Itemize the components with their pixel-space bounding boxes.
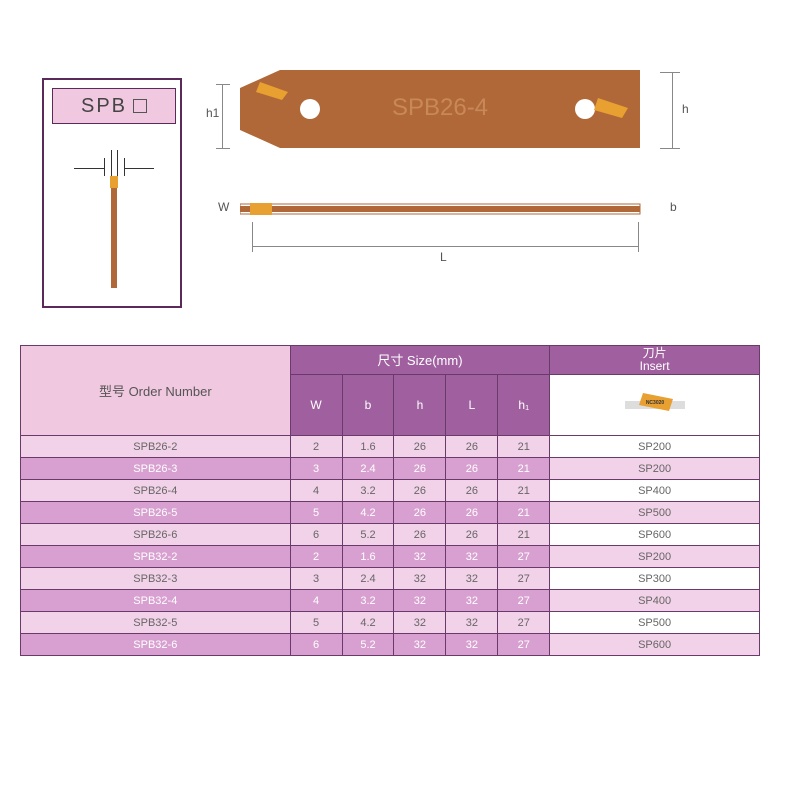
table-row: SPB32-554.2323227SP500 <box>21 612 760 634</box>
dim-L: L <box>440 250 447 264</box>
header-insert: 刀片 Insert <box>550 346 760 375</box>
table-row: SPB32-665.2323227SP600 <box>21 634 760 656</box>
spec-table-body: SPB26-221.6262621SP200 SPB26-332.4262621… <box>21 436 760 656</box>
insert-icon: NC3020 <box>625 385 685 425</box>
tool-edge-view <box>240 200 660 218</box>
header-dim-b: b <box>342 374 394 435</box>
header-size: 尺寸 Size(mm) <box>290 346 550 375</box>
placeholder-box-symbol <box>133 99 147 113</box>
header-dim-h: h <box>394 374 446 435</box>
product-label-box: SPB <box>42 78 182 308</box>
dim-h: h <box>682 102 689 116</box>
svg-text:NC3020: NC3020 <box>645 400 664 406</box>
tool-side-view: SPB26-4 <box>240 70 660 160</box>
table-row: SPB26-221.6262621SP200 <box>21 436 760 458</box>
table-row: SPB26-554.2262621SP500 <box>21 502 760 524</box>
table-row: SPB26-332.4262621SP200 <box>21 458 760 480</box>
dim-b: b <box>670 200 677 214</box>
part-label-text: SPB26-4 <box>392 94 488 121</box>
table-row: SPB32-221.6323227SP200 <box>21 546 760 568</box>
spec-table: 型号 Order Number 尺寸 Size(mm) 刀片 Insert W … <box>20 345 760 656</box>
dim-W: W <box>218 200 229 214</box>
table-row: SPB32-443.2323227SP400 <box>21 590 760 612</box>
diagram-area: SPB SPB26-4 h1 h W b <box>0 0 800 320</box>
mini-schematic <box>64 140 164 290</box>
header-dim-h1: h₁ <box>498 374 550 435</box>
header-order: 型号 Order Number <box>21 346 291 436</box>
header-dim-W: W <box>290 374 342 435</box>
product-code-text: SPB <box>81 95 127 118</box>
header-dim-L: L <box>446 374 498 435</box>
table-row: SPB26-443.2262621SP400 <box>21 480 760 502</box>
product-code-header: SPB <box>52 88 176 124</box>
header-insert-image: NC3020 <box>550 374 760 435</box>
table-row: SPB32-332.4323227SP300 <box>21 568 760 590</box>
table-row: SPB26-665.2262621SP600 <box>21 524 760 546</box>
dim-h1: h1 <box>206 106 219 120</box>
